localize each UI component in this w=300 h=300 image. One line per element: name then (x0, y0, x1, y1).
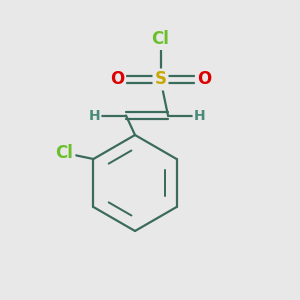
Text: O: O (197, 70, 211, 88)
Text: H: H (194, 109, 205, 122)
Text: Cl: Cl (56, 144, 74, 162)
Text: H: H (89, 109, 100, 122)
Text: O: O (110, 70, 124, 88)
Text: S: S (154, 70, 166, 88)
Text: Cl: Cl (152, 30, 169, 48)
